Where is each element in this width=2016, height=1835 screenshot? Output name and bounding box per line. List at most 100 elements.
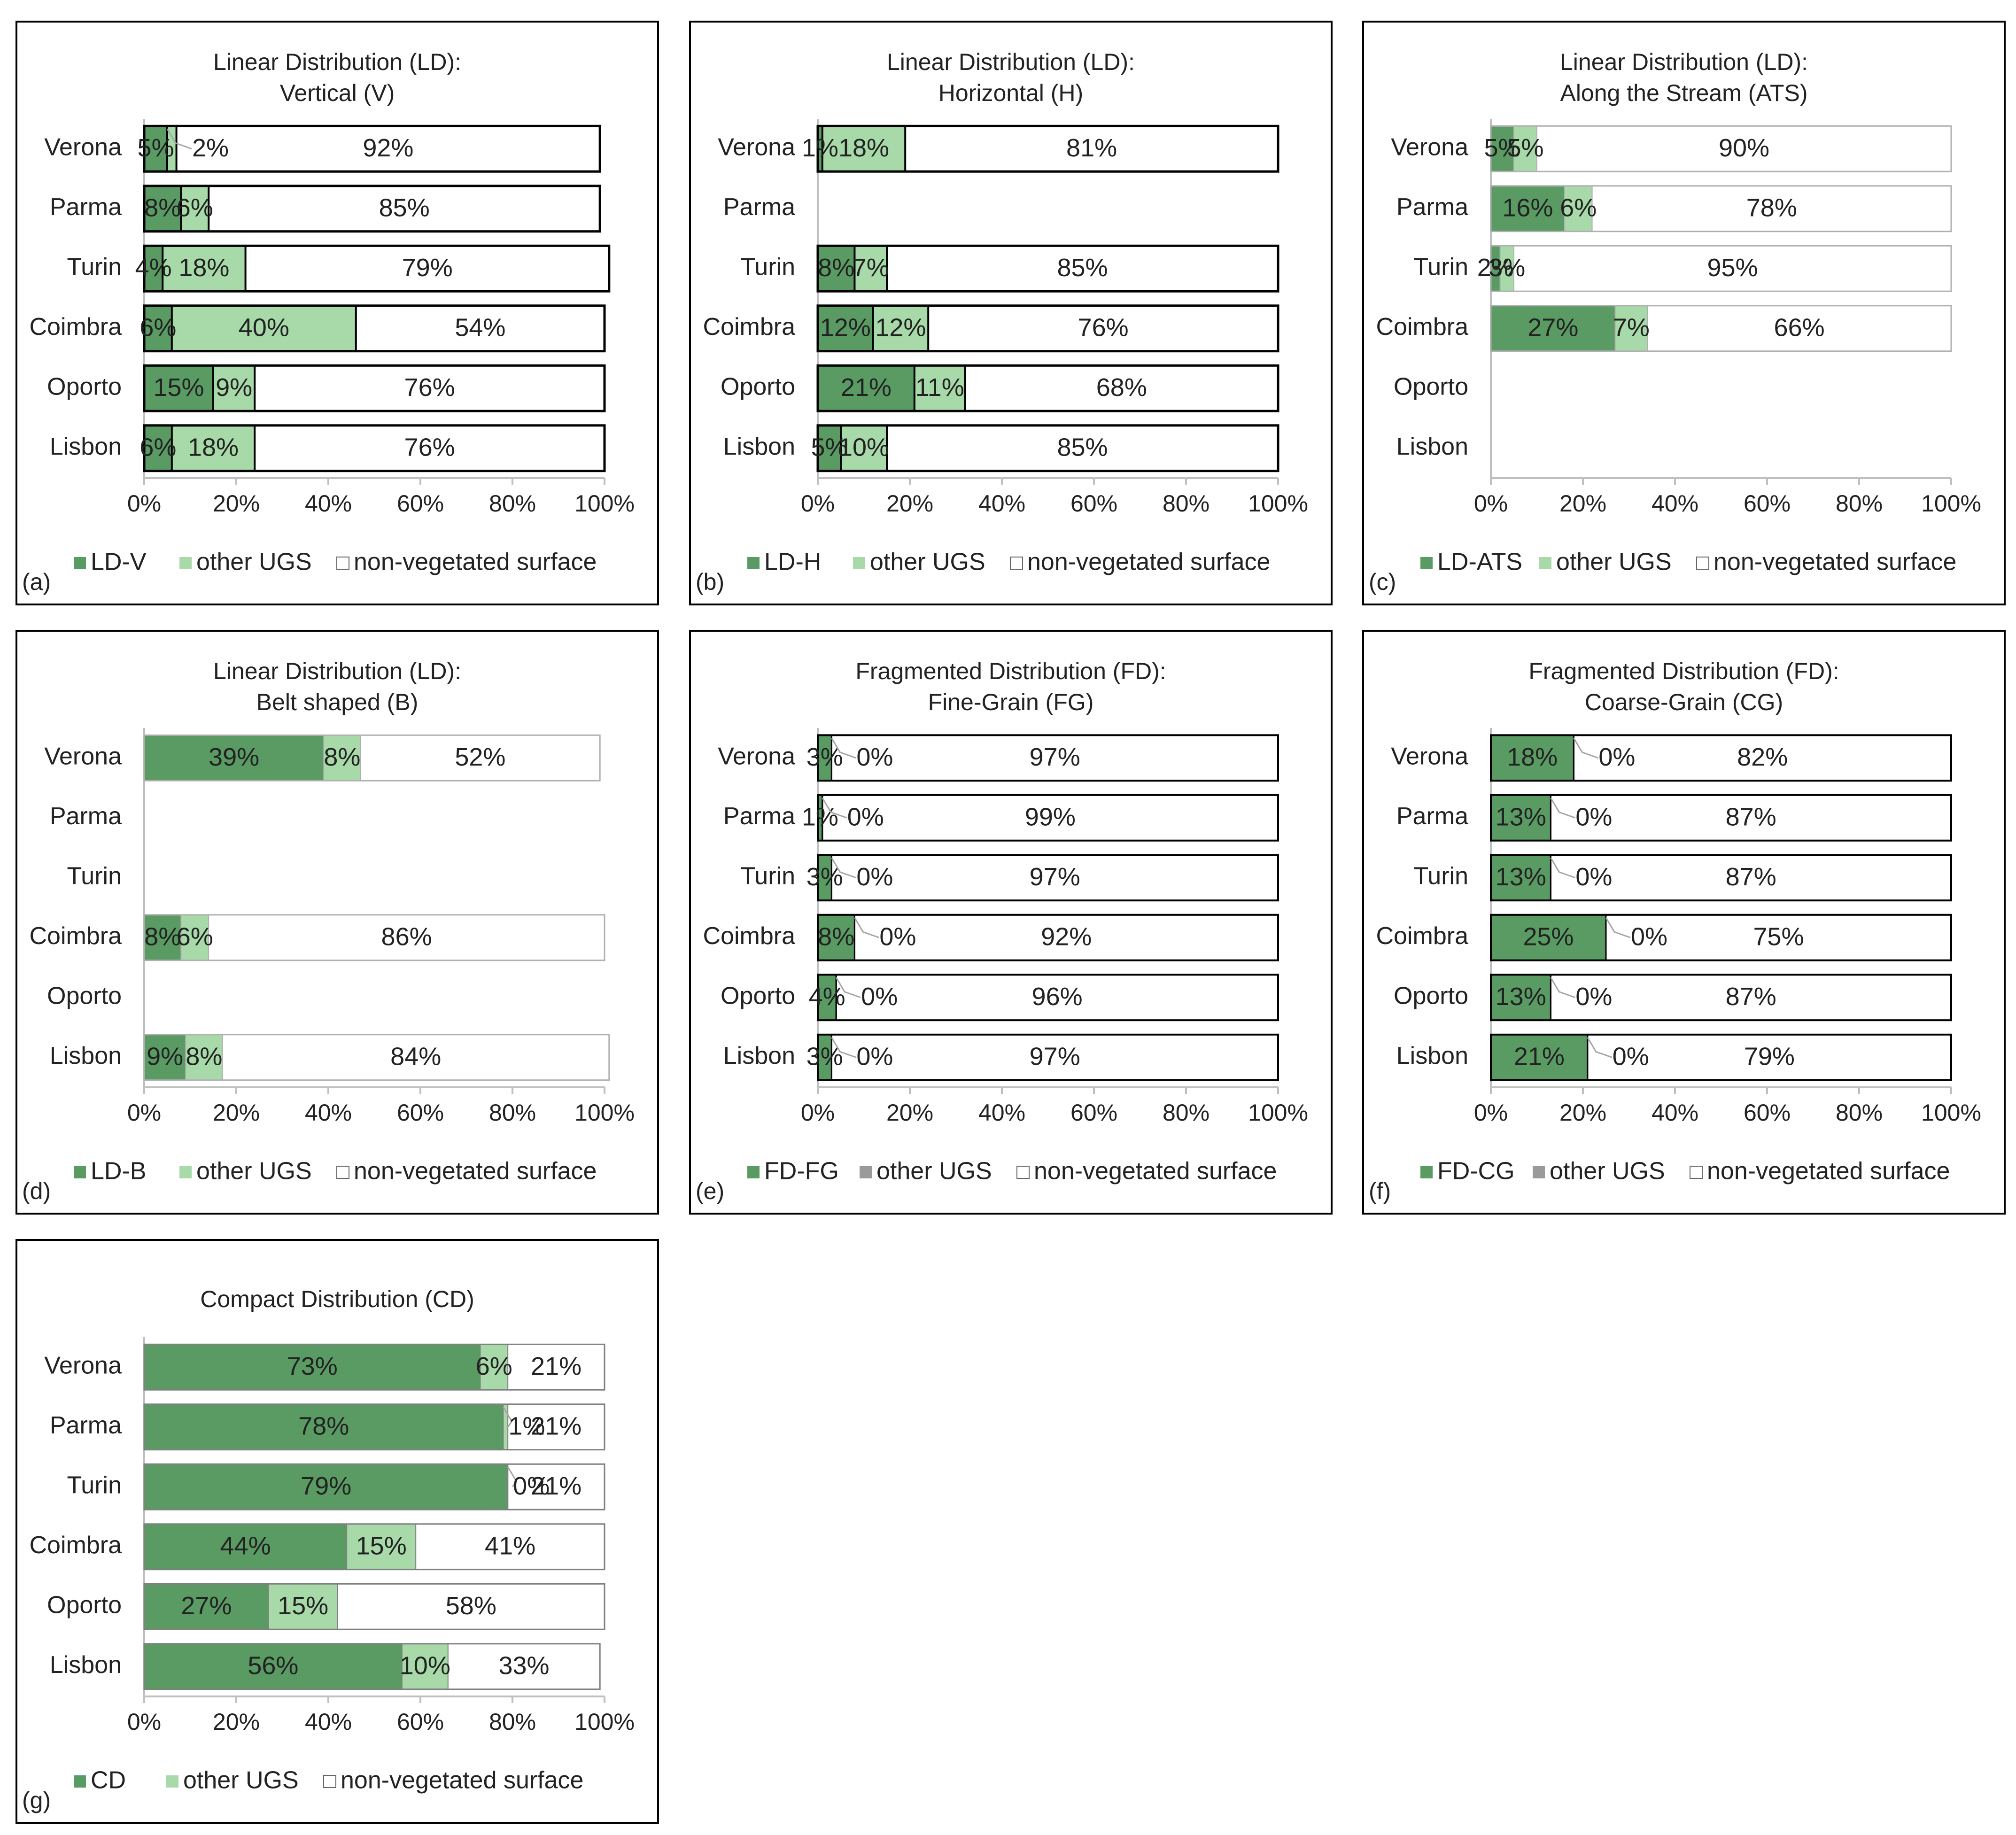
data-label: 21% <box>531 1412 582 1440</box>
data-label: 82% <box>1737 743 1788 771</box>
bar-outline <box>1490 734 1952 782</box>
data-label: 1% <box>802 803 838 831</box>
data-label: 13% <box>1496 803 1546 831</box>
bar-outline <box>143 424 606 472</box>
bar-outline <box>817 1033 1279 1081</box>
data-label: 21% <box>531 1472 582 1500</box>
chart-panel-c: Linear Distribution (LD): Along the Strea… <box>1362 21 2006 605</box>
bar-outline <box>816 364 1279 412</box>
chart-title-line: Belt shaped (B) <box>256 689 419 715</box>
bar-segment <box>1491 246 1500 292</box>
data-label: 56% <box>248 1652 298 1680</box>
legend-label: non-vegetated surface <box>1707 1158 1950 1185</box>
x-tick-label: 80% <box>489 1709 536 1735</box>
data-label: 1% <box>802 134 838 162</box>
x-tick-label: 40% <box>1652 490 1698 517</box>
data-label: 5% <box>1484 134 1520 162</box>
bar-segment <box>347 1524 416 1570</box>
category-label: Turin <box>67 1471 122 1499</box>
chart-svg: Linear Distribution (LD): Vertical (V) 0% 2… <box>22 49 635 595</box>
bar-segment <box>818 735 832 781</box>
data-label: 12% <box>820 314 871 342</box>
data-label: 0% <box>856 1043 893 1071</box>
category-label: Coimbra <box>30 922 122 950</box>
data-label: 10% <box>838 434 889 462</box>
bar-segment <box>1587 1034 1951 1080</box>
data-label: 6% <box>1560 194 1597 222</box>
data-label: 0% <box>856 863 893 891</box>
data-label: 18% <box>188 434 239 462</box>
bar-segment <box>818 795 822 841</box>
x-tick-label: 40% <box>305 1099 352 1126</box>
chart-panel-e: Fragmented Distribution (FD): Fine-Grain … <box>689 630 1333 1215</box>
x-tick-label: 40% <box>1652 1099 1698 1126</box>
data-label: 52% <box>455 743 505 771</box>
bar-segment <box>818 914 855 960</box>
legend-swatch <box>74 557 86 569</box>
data-label: 76% <box>1078 314 1129 342</box>
bar-segment <box>245 246 609 292</box>
x-tick-label: 0% <box>1474 490 1508 517</box>
legend-swatch <box>747 557 760 569</box>
bar-segment <box>144 365 213 411</box>
x-tick-label: 60% <box>397 1709 444 1735</box>
chart-title-line: Coarse-Grain (CG) <box>1585 689 1783 715</box>
bar-segment <box>1647 305 1951 351</box>
chart-title-line: Linear Distribution (LD): <box>1560 49 1808 75</box>
data-label: 87% <box>1726 863 1776 891</box>
category-label: Verona <box>1391 743 1468 770</box>
bar-segment <box>822 795 1278 841</box>
x-tick-label: 80% <box>1836 1099 1883 1126</box>
legend-swatch <box>1010 557 1023 570</box>
legend-swatch <box>74 1775 86 1788</box>
bar-segment <box>1537 126 1951 172</box>
data-label: 0% <box>879 923 916 951</box>
x-tick-label: 0% <box>127 1709 161 1735</box>
bar-segment <box>836 975 1278 1021</box>
x-tick-label: 80% <box>489 1099 536 1126</box>
data-label: 85% <box>1057 434 1108 462</box>
bar-segment <box>255 425 605 471</box>
data-label: 6% <box>177 923 213 951</box>
x-tick-label: 20% <box>213 490 260 517</box>
data-label: 58% <box>446 1592 496 1620</box>
legend-label: non-vegetated surface <box>1027 549 1270 576</box>
legend-swatch <box>1016 1166 1030 1179</box>
category-label: Lisbon <box>1396 1042 1468 1069</box>
leader-line <box>507 1466 517 1487</box>
category-label: Turin <box>1413 862 1468 890</box>
data-label: 8% <box>818 923 854 951</box>
x-tick-label: 80% <box>1163 1099 1210 1126</box>
bar-segment <box>144 1404 504 1450</box>
bar-segment <box>887 246 1278 292</box>
data-label: 3% <box>1489 254 1525 282</box>
chart-svg: Fragmented Distribution (FD): Coarse-Grai… <box>1369 658 1981 1204</box>
x-tick-label: 0% <box>801 490 835 517</box>
data-label: 0% <box>1575 983 1612 1011</box>
chart-panel-g: Compact Distribution (CD) 0% 20% 40% 60% 80% 1… <box>16 1239 659 1824</box>
data-label: 15% <box>356 1532 407 1560</box>
bar-segment <box>181 186 209 232</box>
data-label: 0% <box>847 803 884 831</box>
chart-svg: Linear Distribution (LD): Horizontal (H) 0… <box>696 49 1308 595</box>
bar-outline <box>1490 305 1952 352</box>
bar-segment <box>1491 1034 1588 1080</box>
legend-swatch <box>166 1775 178 1788</box>
data-label: 21% <box>1514 1043 1565 1071</box>
data-label: 92% <box>1041 923 1092 951</box>
bar-segment <box>873 305 929 351</box>
x-tick-label: 80% <box>489 490 536 517</box>
legend-swatch <box>1690 1166 1703 1179</box>
bar-segment <box>503 1404 508 1450</box>
bar-outline <box>817 914 1279 961</box>
legend-swatch <box>1420 557 1433 569</box>
data-label: 44% <box>220 1532 271 1560</box>
legend-label: other UGS <box>196 1158 312 1185</box>
bar-segment <box>508 1344 605 1390</box>
bar-segment <box>144 735 324 781</box>
data-label: 0% <box>1631 923 1667 951</box>
bar-segment <box>144 914 181 960</box>
bar-segment <box>144 305 172 351</box>
bar-segment <box>914 365 965 411</box>
data-label: 12% <box>875 314 926 342</box>
